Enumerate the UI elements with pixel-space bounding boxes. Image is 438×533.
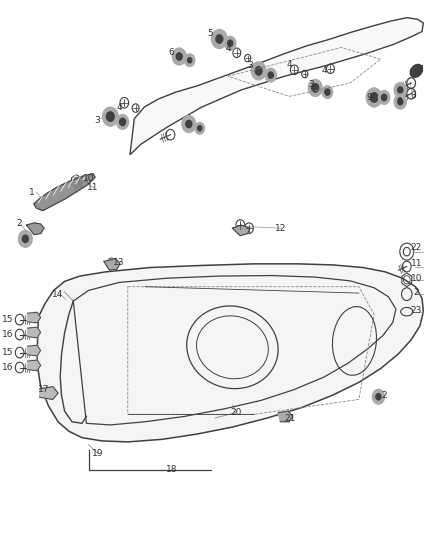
Text: 10: 10 (411, 273, 422, 282)
Circle shape (370, 93, 378, 102)
Text: 23: 23 (411, 305, 422, 314)
Polygon shape (28, 360, 41, 370)
Circle shape (198, 126, 202, 131)
Circle shape (366, 88, 382, 107)
Text: 12: 12 (275, 224, 286, 233)
Text: 15: 15 (2, 348, 14, 357)
Circle shape (398, 99, 403, 105)
Text: 2: 2 (381, 391, 387, 400)
Polygon shape (28, 345, 41, 356)
Circle shape (325, 89, 330, 95)
Polygon shape (278, 411, 293, 422)
Circle shape (182, 116, 196, 133)
Polygon shape (27, 223, 44, 235)
Circle shape (225, 36, 236, 50)
Text: 21: 21 (284, 414, 296, 423)
Circle shape (187, 58, 192, 63)
Circle shape (381, 94, 387, 101)
Text: 15: 15 (2, 315, 14, 324)
Polygon shape (130, 18, 424, 155)
Text: 10: 10 (83, 174, 94, 183)
Polygon shape (233, 225, 250, 236)
Text: 2: 2 (16, 220, 21, 229)
Circle shape (120, 118, 126, 126)
Text: 6: 6 (169, 49, 174, 57)
Circle shape (308, 79, 322, 96)
Text: 3: 3 (247, 61, 253, 70)
Circle shape (394, 94, 406, 109)
Text: 4: 4 (225, 44, 231, 53)
Circle shape (255, 67, 262, 75)
Ellipse shape (410, 64, 423, 77)
Text: 11: 11 (87, 183, 99, 192)
Text: 4: 4 (116, 102, 122, 111)
Circle shape (265, 68, 276, 82)
Text: 20: 20 (230, 408, 242, 417)
Circle shape (102, 107, 118, 126)
Circle shape (394, 83, 406, 98)
Circle shape (186, 120, 192, 128)
Circle shape (18, 230, 32, 247)
Circle shape (216, 35, 223, 43)
Text: 16: 16 (2, 363, 14, 372)
Polygon shape (34, 173, 95, 211)
Text: 5: 5 (207, 29, 212, 38)
Text: 19: 19 (92, 449, 104, 458)
Text: 7: 7 (417, 66, 423, 74)
Polygon shape (28, 312, 41, 323)
Circle shape (251, 62, 266, 80)
Circle shape (22, 235, 28, 243)
Polygon shape (40, 386, 58, 399)
Text: 22: 22 (411, 244, 422, 253)
Circle shape (376, 393, 381, 400)
Circle shape (398, 87, 403, 93)
Circle shape (172, 48, 186, 65)
Circle shape (322, 86, 333, 99)
Polygon shape (104, 259, 120, 270)
Circle shape (106, 112, 114, 122)
Text: 3: 3 (94, 116, 100, 125)
Circle shape (184, 54, 195, 67)
Text: 8: 8 (410, 91, 416, 100)
Circle shape (268, 72, 273, 78)
Circle shape (312, 84, 319, 92)
Text: 11: 11 (411, 260, 422, 268)
Text: 2: 2 (413, 287, 419, 296)
Circle shape (212, 29, 227, 49)
Circle shape (195, 123, 205, 134)
Circle shape (176, 53, 182, 60)
Circle shape (117, 115, 129, 130)
Text: 9: 9 (396, 97, 402, 106)
Text: 9: 9 (367, 93, 373, 102)
Circle shape (372, 389, 385, 404)
Text: 13: 13 (113, 258, 125, 266)
Polygon shape (28, 327, 41, 338)
Text: 4: 4 (286, 60, 292, 69)
Text: 3: 3 (308, 80, 314, 89)
Text: 17: 17 (39, 385, 50, 394)
Text: 1: 1 (29, 188, 35, 197)
Circle shape (378, 91, 390, 104)
Text: 16: 16 (2, 330, 14, 339)
Circle shape (228, 40, 233, 46)
Text: 18: 18 (166, 465, 177, 474)
Polygon shape (37, 264, 424, 442)
Text: 4: 4 (321, 67, 327, 75)
Text: 14: 14 (52, 289, 64, 298)
